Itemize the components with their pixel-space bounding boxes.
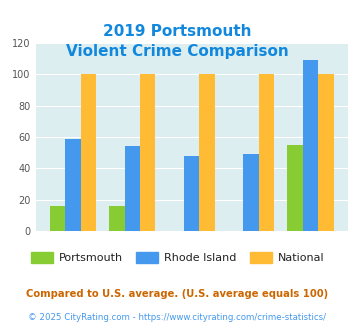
Text: © 2025 CityRating.com - https://www.cityrating.com/crime-statistics/: © 2025 CityRating.com - https://www.city… xyxy=(28,313,327,322)
Bar xyxy=(184,156,200,231)
Text: 2019 Portsmouth: 2019 Portsmouth xyxy=(103,24,252,39)
Bar xyxy=(244,154,259,231)
Bar xyxy=(109,206,125,231)
Text: Compared to U.S. average. (U.S. average equals 100): Compared to U.S. average. (U.S. average … xyxy=(26,289,329,299)
Legend: Portsmouth, Rhode Island, National: Portsmouth, Rhode Island, National xyxy=(27,248,328,267)
Bar xyxy=(125,147,140,231)
Bar xyxy=(81,74,96,231)
Bar xyxy=(303,60,318,231)
Text: Violent Crime Comparison: Violent Crime Comparison xyxy=(66,44,289,59)
Bar xyxy=(200,74,215,231)
Bar xyxy=(140,74,155,231)
Bar xyxy=(318,74,334,231)
Bar xyxy=(287,145,303,231)
Bar xyxy=(50,206,65,231)
Bar xyxy=(65,139,81,231)
Bar xyxy=(259,74,274,231)
